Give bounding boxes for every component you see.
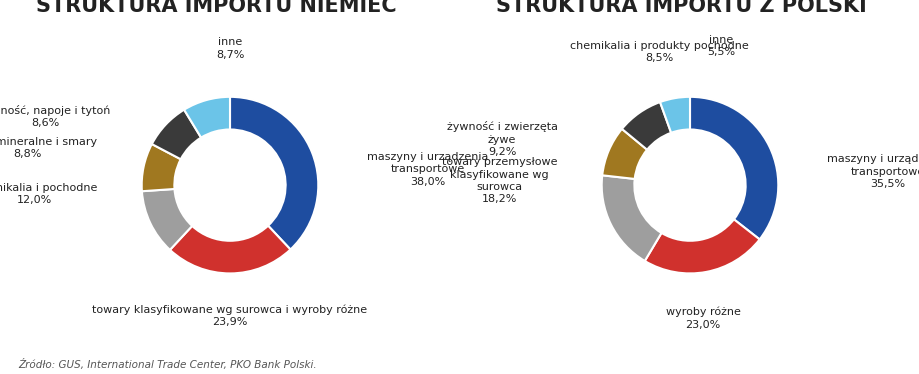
Text: inne
8,7%: inne 8,7%: [216, 37, 244, 60]
Text: maszyny i urządzenia
transportowe
35,5%: maszyny i urządzenia transportowe 35,5%: [826, 154, 919, 189]
Text: żywność i zwierzęta
żywe
9,2%: żywność i zwierzęta żywe 9,2%: [446, 121, 557, 157]
Wedge shape: [659, 97, 689, 133]
Text: żywność, napoje i tytoń
8,6%: żywność, napoje i tytoń 8,6%: [0, 105, 110, 128]
Wedge shape: [184, 97, 230, 138]
Text: Źródło: GUS, International Trade Center, PKO Bank Polski.: Źródło: GUS, International Trade Center,…: [18, 359, 317, 370]
Wedge shape: [142, 144, 180, 191]
Text: maszyny i urządzenia
transportowe
38,0%: maszyny i urządzenia transportowe 38,0%: [367, 152, 488, 187]
Text: towary klasyfikowane wg surowca i wyroby różne
23,9%: towary klasyfikowane wg surowca i wyroby…: [92, 304, 368, 327]
Wedge shape: [170, 226, 290, 273]
Text: towary przemysłowe
klasyfikowane wg
surowca
18,2%: towary przemysłowe klasyfikowane wg suro…: [441, 157, 557, 204]
Text: inne
5,5%: inne 5,5%: [706, 35, 734, 57]
Text: STRUKTURA IMPORTU NIEMIEC: STRUKTURA IMPORTU NIEMIEC: [36, 0, 396, 16]
Text: chemikalia i produkty pochodne
8,5%: chemikalia i produkty pochodne 8,5%: [569, 41, 748, 63]
Wedge shape: [142, 189, 192, 250]
Wedge shape: [644, 219, 759, 273]
Wedge shape: [621, 102, 670, 150]
Wedge shape: [230, 97, 318, 249]
Text: STRUKTURA IMPORTU Z POLSKI: STRUKTURA IMPORTU Z POLSKI: [495, 0, 866, 16]
Text: chemikalia i pochodne
12,0%: chemikalia i pochodne 12,0%: [0, 183, 97, 205]
Text: paliwa mineralne i smary
8,8%: paliwa mineralne i smary 8,8%: [0, 137, 97, 159]
Wedge shape: [602, 129, 646, 179]
Wedge shape: [689, 97, 777, 239]
Wedge shape: [152, 110, 201, 159]
Wedge shape: [601, 175, 661, 261]
Text: wyroby różne
23,0%: wyroby różne 23,0%: [665, 307, 740, 330]
